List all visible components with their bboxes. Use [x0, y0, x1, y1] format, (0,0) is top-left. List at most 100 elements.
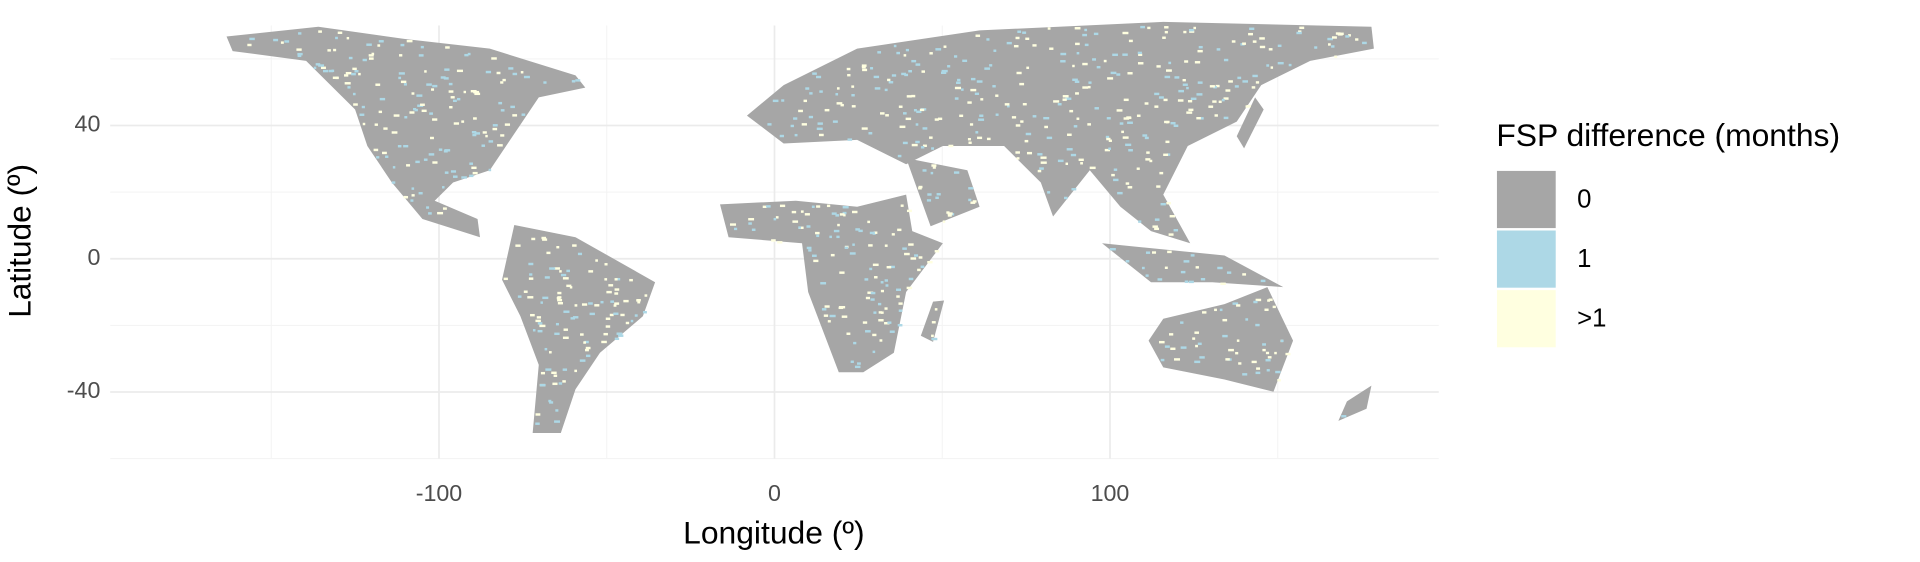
map-cell [1256, 367, 1261, 370]
map-cell [870, 298, 875, 301]
map-cell [1285, 352, 1291, 356]
map-cell [345, 71, 352, 75]
map-cell [915, 123, 919, 126]
map-cell [968, 141, 972, 144]
map-cell [588, 302, 593, 305]
map-cell [1266, 369, 1270, 372]
map-cell [1331, 45, 1335, 48]
map-cell [905, 48, 910, 52]
map-cell [559, 270, 562, 273]
map-cell [911, 59, 917, 63]
map-cell [873, 75, 880, 79]
map-cell [887, 78, 891, 82]
map-cell [1266, 64, 1270, 67]
map-cell [1199, 117, 1204, 120]
map-cell [585, 346, 591, 350]
map-cell [1141, 266, 1145, 270]
map-cell [1025, 132, 1032, 136]
map-cell [729, 223, 737, 226]
map-cell [461, 120, 465, 123]
map-cell [1152, 225, 1158, 228]
map-cell [835, 93, 839, 96]
map-cell [528, 262, 534, 266]
map-cell [1236, 304, 1241, 307]
map-cell [498, 101, 503, 105]
map-cell [1213, 86, 1217, 89]
map-cell [529, 273, 533, 276]
map-cell [570, 317, 576, 320]
map-cell [751, 228, 756, 231]
map-cell [1180, 321, 1184, 324]
map-cell [861, 66, 866, 69]
map-cell [432, 161, 438, 164]
map-cell [1166, 153, 1171, 156]
map-cell [1126, 116, 1131, 119]
map-cell [1071, 188, 1077, 191]
map-cell [1075, 92, 1079, 95]
map-cell [400, 43, 405, 47]
map-cell [975, 131, 979, 134]
map-cell [491, 57, 497, 60]
map-cell [600, 300, 604, 304]
map-cell [605, 317, 611, 320]
map-cell [1157, 278, 1163, 281]
map-cell [428, 153, 435, 156]
map-cell [898, 302, 903, 305]
map-cell [1053, 100, 1060, 103]
map-cell [247, 43, 252, 47]
map-cell [978, 118, 985, 121]
map-cell [878, 319, 884, 322]
map-cell [1022, 102, 1027, 106]
map-cell [520, 71, 524, 74]
map-cell [906, 209, 912, 213]
map-cell [880, 281, 884, 284]
map-cell [846, 67, 851, 71]
map-cell [937, 117, 943, 121]
map-cell [450, 170, 457, 173]
map-cell [1168, 61, 1172, 65]
map-cell [1225, 89, 1231, 92]
map-cell [934, 118, 939, 121]
map-cell [399, 54, 403, 57]
map-cell [344, 82, 351, 85]
map-cell [905, 117, 912, 121]
map-cell [852, 210, 858, 214]
map-cell [437, 211, 444, 215]
map-cell [836, 87, 840, 90]
map-cell [414, 108, 418, 112]
map-cell [512, 114, 518, 117]
map-cell [375, 83, 381, 86]
map-cell [1116, 109, 1123, 112]
map-cell [535, 413, 541, 416]
map-cell [775, 216, 779, 219]
map-cell [919, 108, 925, 112]
map-cell [1194, 331, 1199, 334]
map-cell [1121, 130, 1124, 134]
map-cell [977, 136, 983, 140]
map-cell [812, 72, 817, 75]
map-cell [337, 31, 343, 34]
map-cell [452, 175, 458, 178]
map-cell [1022, 31, 1027, 34]
map-cell [383, 127, 388, 130]
map-cell [1208, 105, 1214, 108]
map-cell [539, 383, 546, 387]
map-cell [979, 114, 984, 117]
map-cell [888, 81, 894, 84]
map-cell [440, 76, 446, 79]
maritime-asia [1102, 243, 1284, 288]
map-cell [986, 137, 991, 141]
map-cell [954, 86, 962, 90]
map-cell [368, 54, 374, 57]
map-cell [1149, 159, 1153, 163]
map-cell [497, 144, 503, 147]
map-cell [346, 36, 350, 40]
map-cell [420, 45, 424, 49]
map-cell [908, 277, 914, 281]
map-cell [1214, 114, 1218, 117]
map-cell [803, 99, 808, 103]
map-cell [921, 70, 925, 73]
map-cell [884, 307, 888, 310]
map-cell [969, 123, 974, 126]
map-cell [968, 198, 972, 202]
